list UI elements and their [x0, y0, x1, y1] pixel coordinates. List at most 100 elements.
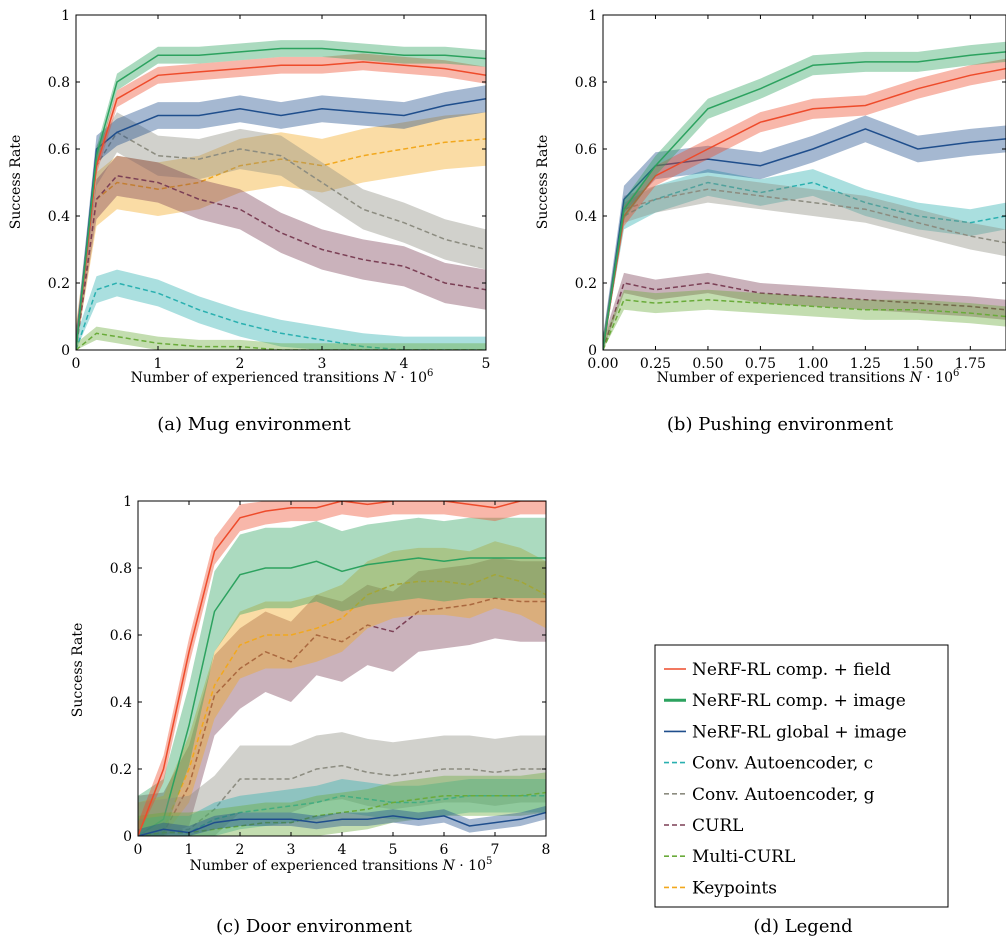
pushing-nerf-global-image-line — [603, 128, 1006, 350]
legend-label-conv-g: Conv. Autoencoder, g — [692, 785, 875, 805]
pushing-ytick-label: 0.8 — [575, 75, 597, 91]
pushing-nerf-field-line — [603, 67, 1006, 350]
door-conv-g-band — [138, 732, 546, 836]
door-ytick-label: 0 — [123, 829, 132, 845]
door-ytick-label: 0.6 — [110, 628, 132, 644]
pushing-ytick-label: 0.2 — [575, 276, 597, 292]
legend-label-nerf-field: NeRF-RL comp. + field — [692, 660, 891, 680]
mug-frame — [75, 14, 487, 351]
legend-label-curl: CURL — [692, 816, 743, 836]
mug-conv-g-line — [76, 131, 486, 350]
door-conv-c-band — [138, 779, 546, 836]
mug-plot-area — [76, 40, 486, 350]
pushing-plot-area — [603, 41, 1006, 350]
legend-caption: (d) Legend — [753, 916, 852, 937]
door-nerf-comp-image-line — [138, 557, 546, 836]
mug-caption: (a) Mug environment — [157, 414, 351, 435]
door-keypoints-line — [138, 573, 546, 836]
mug-ytick-label: 0.2 — [48, 276, 70, 292]
pushing-xtick-label: 1.50 — [902, 356, 933, 372]
mug-ylabel: Success Rate — [8, 135, 24, 230]
pushing-caption: (b) Pushing environment — [667, 414, 894, 435]
mug-nerf-comp-image-line — [76, 47, 486, 350]
mug-ytick-label: 1 — [61, 8, 70, 24]
mug-xtick-label: 2 — [236, 356, 245, 372]
pushing-frame — [602, 14, 1006, 351]
pushing-ytick-label: 0.4 — [575, 209, 597, 225]
pushing-xtick-label: 1.25 — [850, 356, 881, 372]
door-nerf-global-image-band — [138, 805, 546, 836]
pushing-conv-g-band — [603, 175, 1006, 350]
door-nerf-global-image-line — [138, 811, 546, 836]
door-multi-curl-line — [138, 791, 546, 836]
door-ytick-label: 1 — [123, 494, 132, 510]
mug-multi-curl-line — [76, 332, 486, 350]
mug-xtick-label: 4 — [400, 356, 409, 372]
legend-label-nerf-comp-image: NeRF-RL comp. + image — [692, 691, 906, 711]
door-xtick-label: 6 — [440, 842, 449, 858]
pushing-xlabel: Number of experienced transitions N · 10… — [657, 368, 960, 386]
legend-label-conv-c: Conv. Autoencoder, c — [692, 754, 873, 774]
door-nerf-comp-image-band — [138, 517, 546, 836]
pushing-xtick-label: 0.75 — [745, 356, 776, 372]
mug-multi-curl-band — [76, 326, 486, 350]
door-ytick-label: 0.2 — [110, 762, 132, 778]
mug-ytick-label: 0.4 — [48, 209, 70, 225]
door-xtick-label: 0 — [134, 842, 143, 858]
mug-conv-g-band — [76, 112, 486, 350]
door-ytick-label: 0.8 — [110, 561, 132, 577]
legend-label-multi-curl: Multi-CURL — [692, 847, 795, 867]
door-chart: Success Rate Number of experienced trans… — [70, 494, 550, 937]
mug-ytick-label: 0.8 — [48, 75, 70, 91]
pushing-nerf-field-band — [603, 58, 1006, 350]
pushing-multi-curl-band — [603, 289, 1006, 350]
pushing-conv-g-line — [603, 188, 1006, 350]
door-xtick-label: 3 — [287, 842, 296, 858]
door-conv-g-line — [138, 764, 546, 836]
mug-conv-c-line — [76, 282, 486, 350]
mug-ytick-label: 0 — [61, 343, 70, 359]
pushing-curl-line — [603, 282, 1006, 350]
mug-nerf-global-image-line — [76, 98, 486, 350]
pushing-curl-band — [603, 272, 1006, 350]
door-xtick-label: 2 — [236, 842, 245, 858]
mug-xtick-label: 5 — [482, 356, 491, 372]
door-curl-band — [138, 558, 546, 836]
pushing-nerf-comp-image-line — [603, 51, 1006, 350]
door-keypoints-band — [138, 541, 546, 836]
door-ytick-label: 0.4 — [110, 695, 132, 711]
pushing-nerf-comp-image-band — [603, 41, 1006, 350]
door-xtick-label: 7 — [491, 842, 500, 858]
legend-label-nerf-global-image: NeRF-RL global + image — [692, 722, 907, 742]
legend-box — [654, 644, 949, 908]
mug-xtick-label: 1 — [154, 356, 163, 372]
pushing-chart: Success Rate Number of experienced trans… — [535, 8, 1006, 435]
pushing-multi-curl-line — [603, 298, 1006, 350]
door-caption: (c) Door environment — [216, 916, 413, 937]
door-xlabel: Number of experienced transitions N · 10… — [190, 856, 493, 874]
mug-xtick-label: 0 — [72, 356, 81, 372]
door-nerf-field-line — [138, 501, 546, 836]
pushing-xtick-label: 1.00 — [797, 356, 828, 372]
door-plot-area — [138, 501, 546, 836]
door-multi-curl-band — [138, 772, 546, 836]
pushing-conv-c-line — [603, 181, 1006, 350]
mug-curl-line — [76, 174, 486, 350]
mug-chart: Success Rate Number of experienced trans… — [8, 8, 490, 435]
mug-nerf-field-line — [76, 61, 486, 350]
door-curl-line — [138, 597, 546, 836]
door-xtick-label: 8 — [542, 842, 551, 858]
mug-keypoints-band — [76, 112, 486, 350]
door-xtick-label: 4 — [338, 842, 347, 858]
pushing-xtick-label: 1.75 — [955, 356, 986, 372]
mug-xtick-label: 3 — [318, 356, 327, 372]
door-conv-c-line — [138, 795, 546, 836]
pushing-xtick-label: 0.00 — [587, 356, 618, 372]
legend: NeRF-RL comp. + field NeRF-RL comp. + ima… — [654, 644, 949, 937]
pushing-xtick-label: 0.25 — [640, 356, 671, 372]
mug-xlabel: Number of experienced transitions N · 10… — [131, 368, 434, 386]
mug-curl-band — [76, 155, 486, 350]
mug-nerf-global-image-band — [76, 85, 486, 350]
door-xtick-label: 5 — [389, 842, 398, 858]
